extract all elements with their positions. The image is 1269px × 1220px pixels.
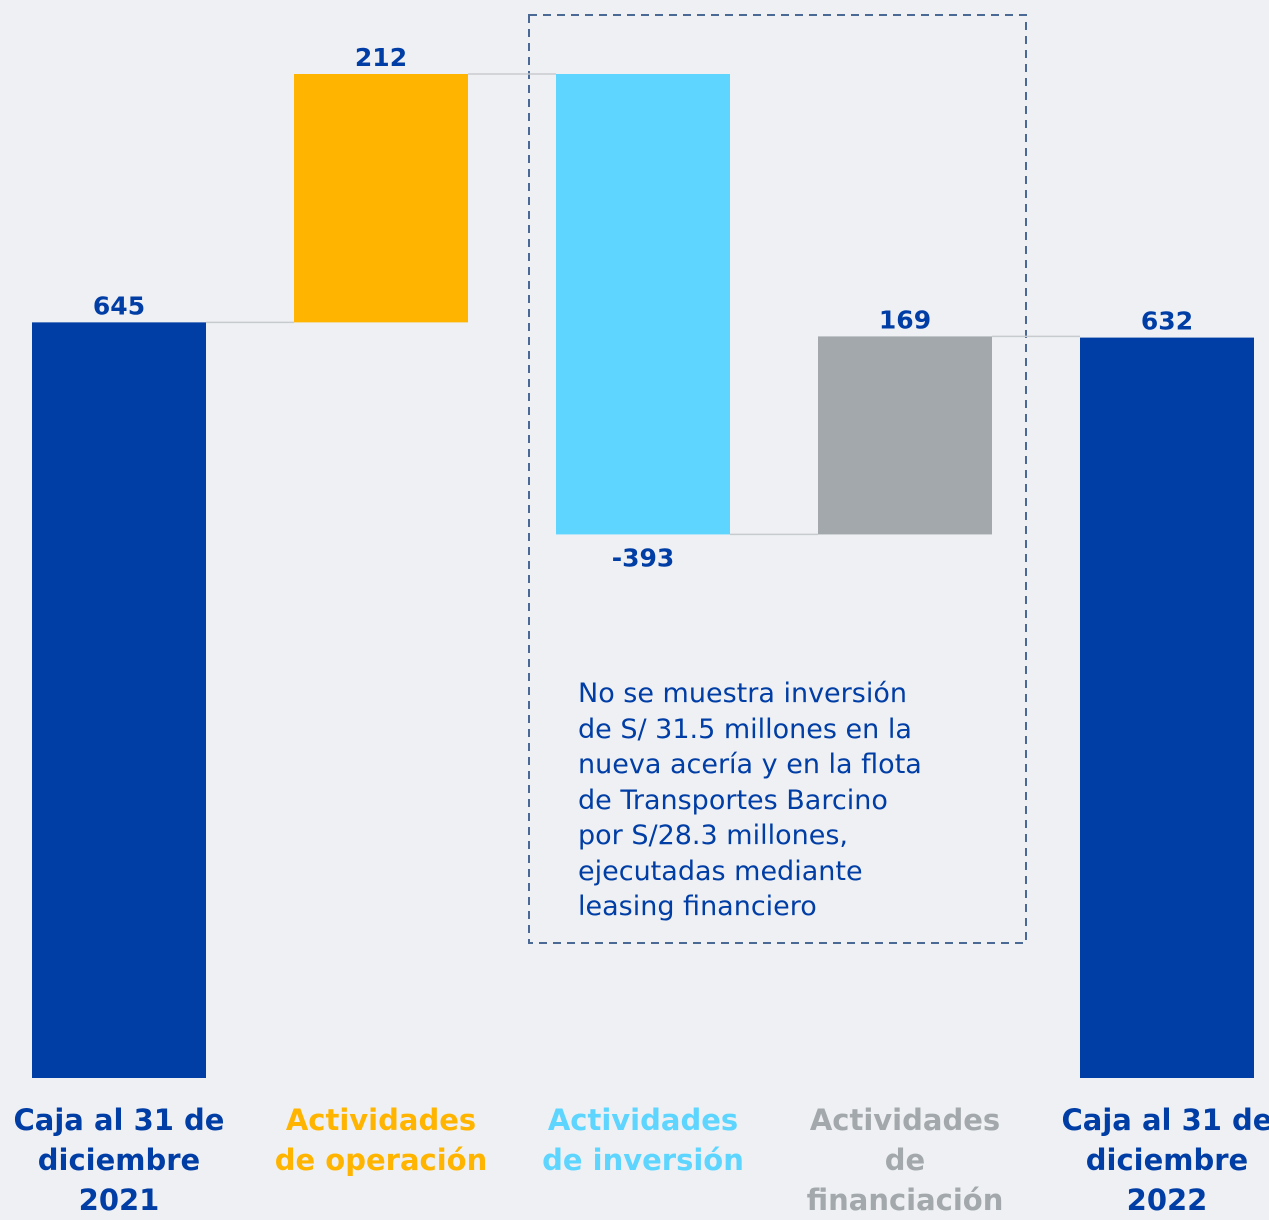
category-label: Actividades de operación [274, 1103, 488, 1177]
annotation-line: nueva acería y en la flota [578, 749, 922, 780]
bar [294, 74, 468, 323]
category-label: Caja al 31 de diciembre 2021 [13, 1103, 225, 1217]
category-label: Actividades de financiación [806, 1103, 1004, 1217]
annotation-line: por S/28.3 millones, [578, 820, 848, 851]
annotation-line: ejecutadas mediante [578, 855, 863, 887]
annotation-box [528, 14, 1027, 944]
annotation-line: de S/ 31.5 millones en la [578, 713, 912, 745]
category-label: Actividades de inversión [542, 1103, 744, 1177]
bar [32, 322, 206, 1078]
bar [818, 336, 992, 535]
annotation-line: de Transportes Barcino [578, 784, 888, 816]
bar [1080, 337, 1254, 1078]
bar [556, 74, 730, 535]
annotation-line: No se muestra inversión [578, 678, 907, 709]
category-label: Caja al 31 de diciembre 2022 [1061, 1103, 1269, 1217]
value-label: 169 [879, 305, 931, 334]
annotation-line: leasing financiero [578, 891, 817, 922]
value-label: 645 [93, 291, 145, 320]
value-label: -393 [612, 543, 675, 572]
value-label: 632 [1141, 307, 1193, 336]
value-label: 212 [355, 43, 407, 72]
annotation: No se muestra inversión de S/ 31.5 millon… [578, 676, 922, 925]
